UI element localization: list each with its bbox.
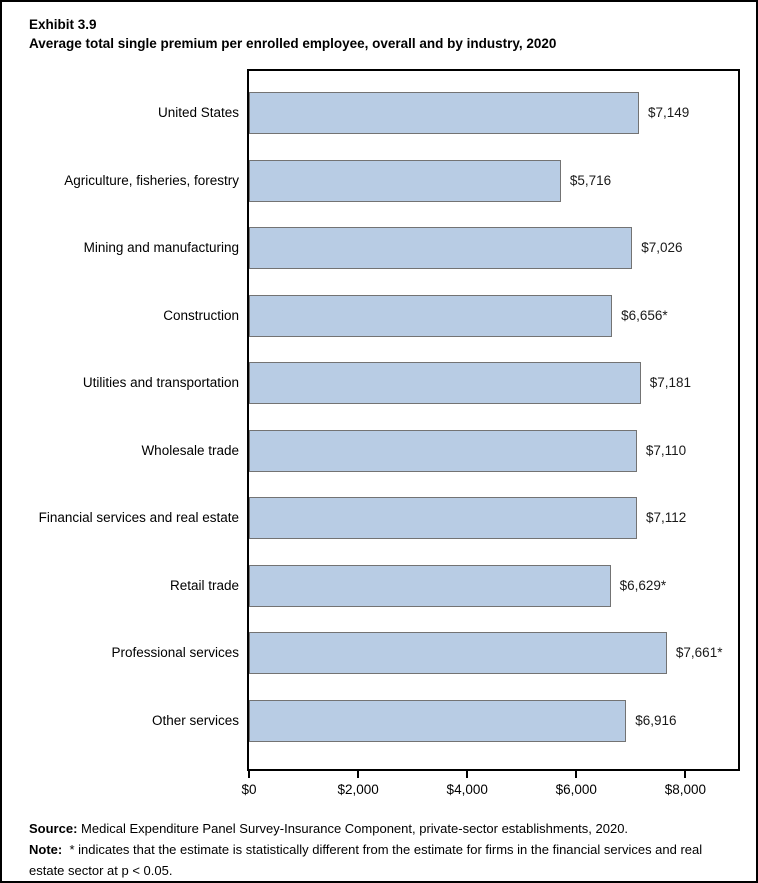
category-label: Construction	[163, 307, 239, 323]
source-text: Medical Expenditure Panel Survey-Insuran…	[81, 821, 629, 836]
bar	[249, 429, 637, 472]
note-text: * indicates that the estimate is statist…	[29, 842, 703, 878]
category-label: Other services	[151, 712, 239, 728]
value-label: $5,716	[569, 172, 612, 188]
x-axis-tick	[575, 771, 578, 778]
note-label: Note:	[29, 842, 63, 857]
exhibit-number: Exhibit 3.9	[29, 17, 97, 32]
bar	[249, 564, 611, 607]
value-label: $7,026	[641, 240, 683, 256]
bar	[249, 632, 667, 675]
x-axis-tick-label: $2,000	[337, 782, 379, 797]
category-label: Agriculture, fisheries, forestry	[64, 172, 239, 188]
value-label: $7,110	[645, 442, 687, 458]
bar	[249, 294, 613, 337]
value-label: $6,916	[635, 712, 677, 728]
category-label: Wholesale trade	[141, 442, 239, 458]
x-axis-tick	[684, 771, 687, 778]
x-axis-tick-label: $4,000	[446, 782, 488, 797]
x-axis-tick	[466, 771, 469, 778]
x-axis-tick	[357, 771, 360, 778]
x-axis-tick	[248, 771, 250, 778]
chart-title: Average total single premium per enrolle…	[29, 36, 557, 51]
chart-title-block: Exhibit 3.9 Average total single premium…	[29, 15, 556, 53]
category-label: Professional services	[111, 645, 239, 661]
category-label: Mining and manufacturing	[83, 240, 239, 256]
value-label: $6,629*	[619, 577, 667, 593]
source-label: Source:	[29, 821, 78, 836]
category-label: Utilities and transportation	[82, 375, 239, 391]
value-label: $7,112	[645, 510, 687, 526]
x-axis-tick-label: $0	[241, 782, 257, 797]
bar	[249, 159, 561, 202]
bar	[249, 227, 633, 270]
note-line: Note: * indicates that the estimate is s…	[29, 839, 741, 881]
x-axis-tick-label: $6,000	[555, 782, 597, 797]
value-label: $7,661*	[675, 645, 723, 661]
bar	[249, 497, 637, 540]
value-label: $6,656*	[621, 307, 668, 323]
bar	[249, 362, 641, 405]
bar	[249, 92, 639, 134]
category-label: Financial services and real estate	[38, 510, 239, 526]
source-line: Source: Medical Expenditure Panel Survey…	[29, 818, 741, 839]
category-label: Retail trade	[169, 577, 239, 593]
footer-notes: Source: Medical Expenditure Panel Survey…	[29, 818, 741, 881]
value-label: $7,149	[647, 105, 690, 120]
bar	[249, 699, 627, 742]
category-label: United States	[157, 105, 239, 120]
value-label: $7,181	[649, 375, 692, 391]
x-axis-tick-label: $8,000	[664, 782, 707, 797]
